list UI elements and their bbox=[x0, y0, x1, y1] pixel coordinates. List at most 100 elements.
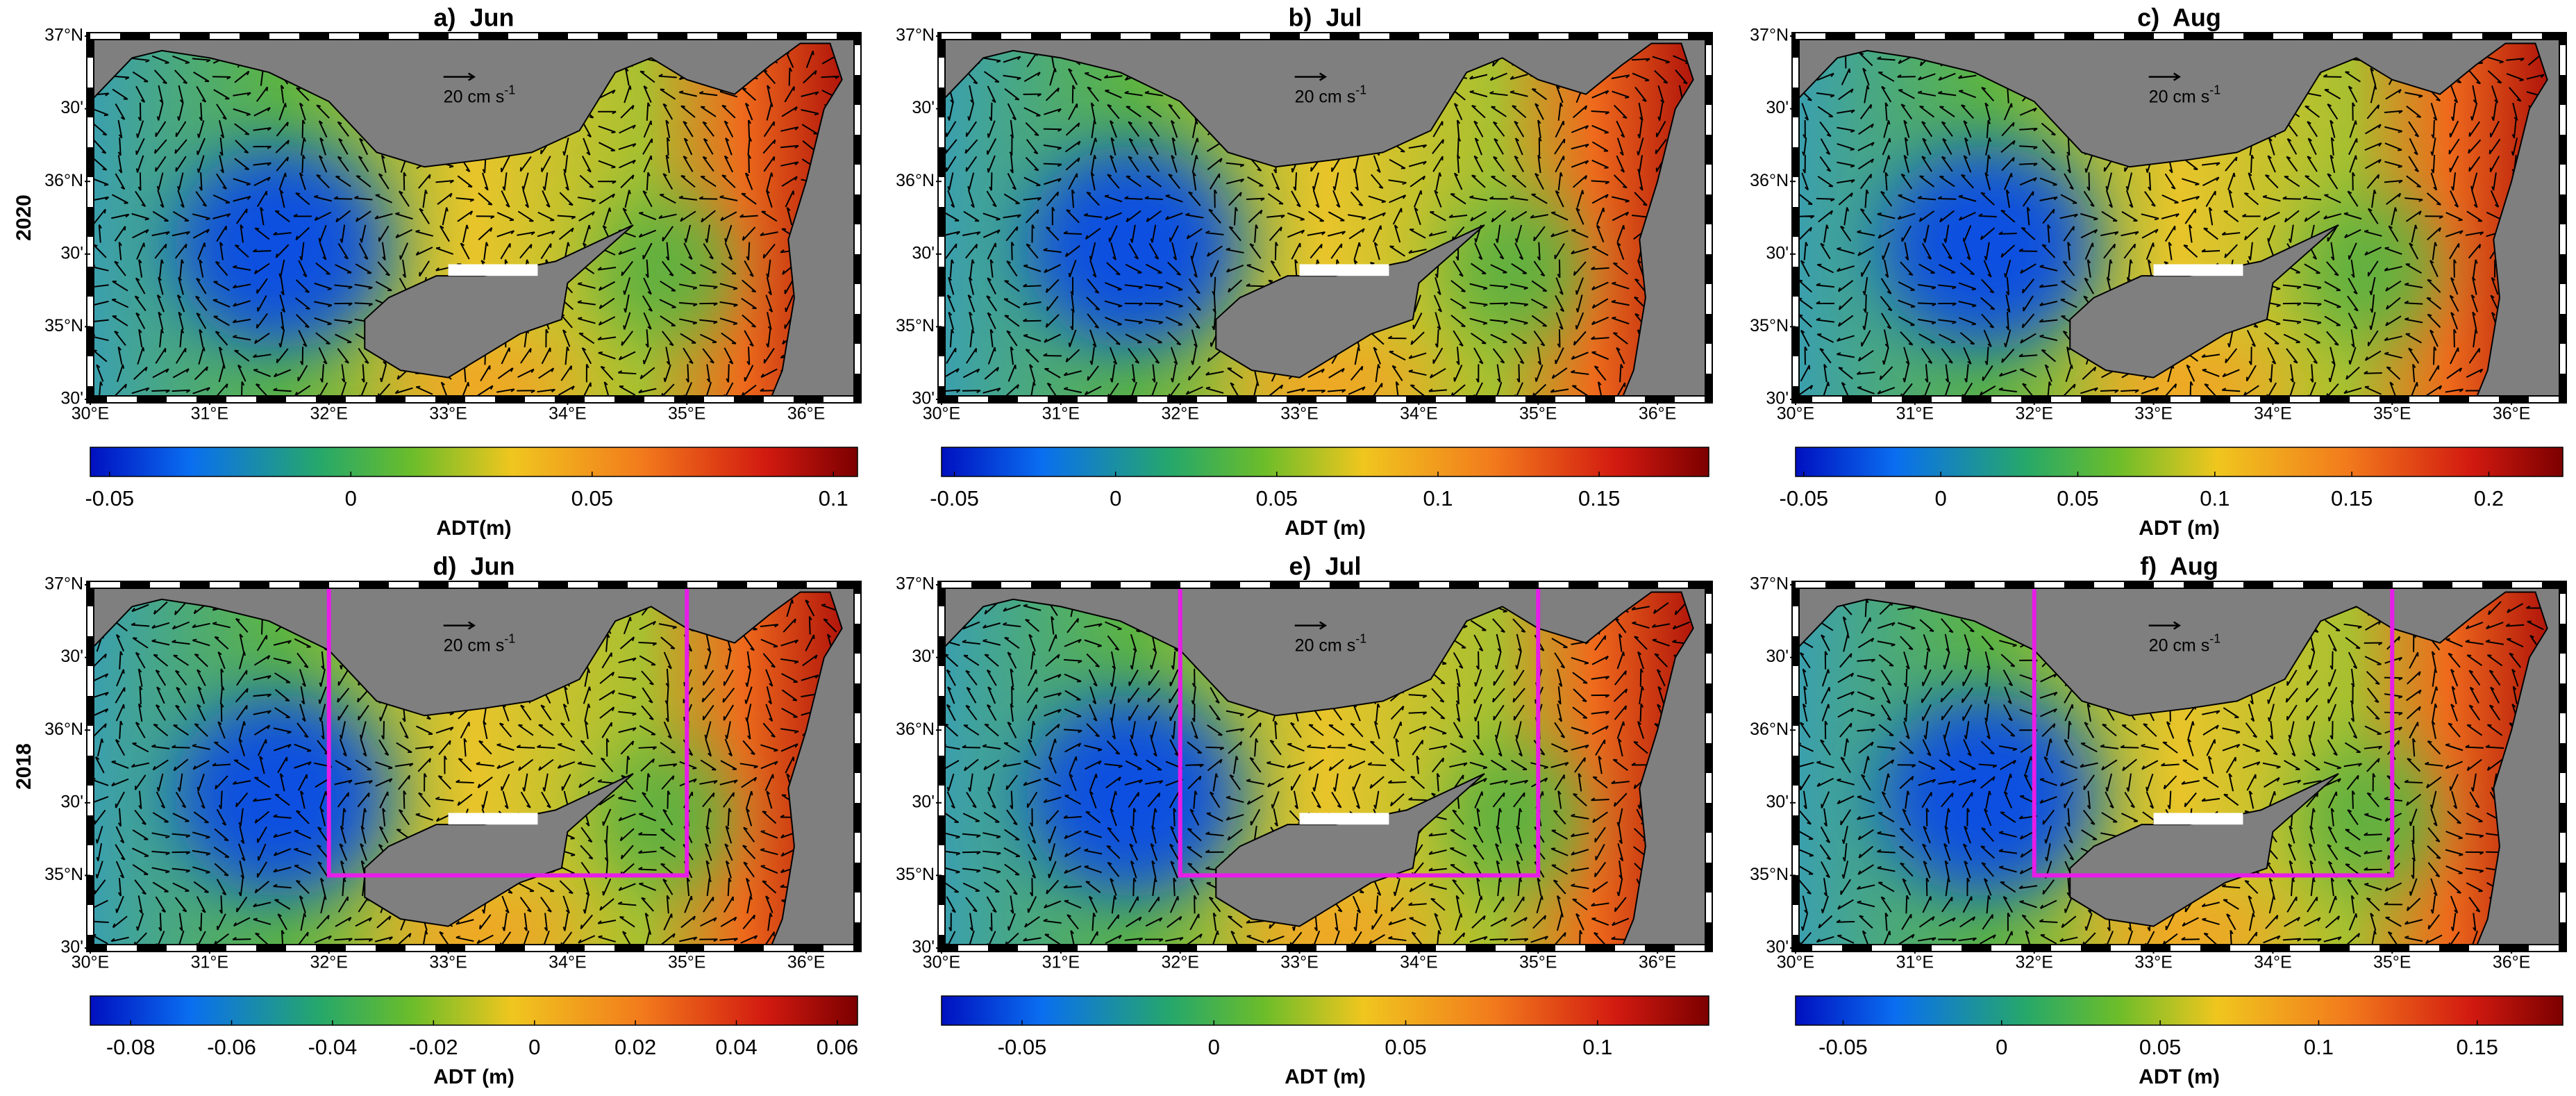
map-panel: b) Jul 20 cm s-1 30°E 31°E 32°E 33°E 34°E 35°E 3… bbox=[896, 3, 1713, 540]
colorbar-tick-label: 0 bbox=[1208, 1035, 1220, 1059]
x-tick-label: 32°E bbox=[2015, 404, 2052, 424]
colorbar bbox=[941, 447, 1709, 477]
colorbar-tick-label: 0.15 bbox=[1578, 486, 1620, 510]
y-tick-label: 37°N bbox=[896, 26, 935, 45]
eddy bbox=[1445, 745, 1584, 890]
colorbar-tick-label: 0.1 bbox=[819, 486, 848, 510]
colorbar bbox=[90, 447, 858, 477]
y-tick-label: 30' bbox=[1766, 389, 1789, 408]
x-tick-label: 33°E bbox=[2134, 404, 2172, 424]
colorbar-tick-label: 0.05 bbox=[2139, 1035, 2181, 1059]
x-tick-label: 30°E bbox=[72, 404, 109, 424]
frame-dash bbox=[1793, 33, 2566, 402]
colorbar-tick-label: 0 bbox=[345, 486, 357, 510]
panel-title: b) Jul bbox=[1289, 3, 1362, 32]
panel-title: c) Aug bbox=[2137, 3, 2221, 32]
colorbar-label: ADT (m) bbox=[2139, 1065, 2220, 1088]
x-tick-label: 36°E bbox=[1639, 953, 1676, 972]
x-tick-label: 31°E bbox=[1896, 404, 1934, 424]
scale-label: 20 cm s-1 bbox=[1295, 83, 1367, 106]
x-tick-label: 33°E bbox=[429, 953, 467, 972]
scale-arrow bbox=[443, 72, 476, 81]
coastline bbox=[90, 591, 843, 949]
x-tick-label: 30°E bbox=[1777, 404, 1814, 424]
colorbar-tick-label: 0.2 bbox=[2474, 486, 2504, 510]
y-tick-label: 30' bbox=[912, 792, 935, 811]
x-tick-label: 34°E bbox=[2254, 404, 2291, 424]
frame-dash bbox=[87, 582, 860, 951]
x-tick-label: 35°E bbox=[1519, 404, 1557, 424]
x-tick-label: 31°E bbox=[1896, 953, 1934, 972]
scale-arrow bbox=[1294, 72, 1328, 81]
x-tick-label: 35°E bbox=[668, 953, 705, 972]
strip bbox=[448, 813, 538, 825]
x-tick-label: 32°E bbox=[1161, 404, 1198, 424]
scale-text: 20 cm s bbox=[444, 87, 505, 106]
cyprus bbox=[2069, 773, 2339, 927]
colorbar-label: ADT (m) bbox=[2139, 517, 2220, 540]
eddy bbox=[594, 745, 733, 890]
y-tick-label: 30' bbox=[60, 647, 83, 666]
scale-text: 20 cm s bbox=[1295, 87, 1356, 106]
x-tick-label: 30°E bbox=[1777, 953, 1814, 972]
cyprus bbox=[1215, 224, 1485, 379]
coastline bbox=[941, 591, 1694, 949]
x-tick-label: 31°E bbox=[1042, 953, 1080, 972]
y-tick-label: 36°N bbox=[44, 171, 83, 190]
colorbar-label: ADT(m) bbox=[436, 517, 511, 540]
map-panel: c) Aug 20 cm s-1 30°E 31°E 32°E 33°E 34°E 35°E 3… bbox=[1750, 3, 2567, 540]
y-tick-label: 30' bbox=[1766, 647, 1789, 666]
colorbar-label: ADT (m) bbox=[1285, 517, 1366, 540]
scale-text: 20 cm s bbox=[2149, 636, 2210, 655]
y-tick-label: 36°N bbox=[896, 171, 935, 190]
x-tick-label: 34°E bbox=[549, 953, 586, 972]
x-tick-label: 31°E bbox=[1042, 404, 1080, 424]
map-panel: a) Jun 20 cm s-1 30°E 31°E 32°E 33°E 34°E 35°E 3… bbox=[44, 3, 862, 540]
panel-title: d) Jun bbox=[433, 552, 515, 581]
colorbar-tick-label: 0.04 bbox=[715, 1035, 757, 1059]
colorbar bbox=[90, 995, 858, 1026]
eddy bbox=[1445, 196, 1584, 342]
colorbar-tick-label: 0 bbox=[1935, 486, 1947, 510]
y-tick-label: 36°N bbox=[44, 720, 83, 739]
colorbar-label: ADT (m) bbox=[433, 1065, 515, 1088]
y-tick-label: 35°N bbox=[896, 865, 935, 884]
frame-dash bbox=[87, 33, 860, 402]
colorbar-tick-label: -0.05 bbox=[930, 486, 979, 510]
y-tick-label: 35°N bbox=[896, 316, 935, 335]
x-tick-label: 31°E bbox=[191, 953, 228, 972]
colorbar-tick-label: 0.1 bbox=[1423, 486, 1453, 510]
coastline bbox=[1795, 42, 2548, 400]
frame-dash bbox=[1793, 582, 2566, 951]
scale-exponent: -1 bbox=[2209, 83, 2220, 97]
scale-exponent: -1 bbox=[1355, 631, 1366, 645]
x-tick-label: 33°E bbox=[2134, 953, 2172, 972]
y-tick-label: 35°N bbox=[1750, 316, 1789, 335]
colorbar-tick-label: 0 bbox=[1110, 486, 1121, 510]
colorbar-tick-label: -0.05 bbox=[85, 486, 134, 510]
colorbar-tick-label: 0.05 bbox=[1385, 1035, 1426, 1059]
strip bbox=[2153, 813, 2243, 825]
x-tick-label: 35°E bbox=[668, 404, 705, 424]
cyprus bbox=[364, 224, 634, 379]
x-tick-label: 32°E bbox=[1161, 953, 1198, 972]
x-tick-label: 30°E bbox=[923, 404, 960, 424]
x-tick-label: 32°E bbox=[2015, 953, 2052, 972]
y-tick-label: 30' bbox=[912, 243, 935, 263]
y-tick-label: 35°N bbox=[1750, 865, 1789, 884]
x-tick-label: 32°E bbox=[310, 953, 347, 972]
x-tick-label: 31°E bbox=[191, 404, 228, 424]
colorbar-tick-label: -0.02 bbox=[409, 1035, 458, 1059]
panel-title: a) Jun bbox=[433, 3, 514, 32]
eddy bbox=[594, 196, 733, 342]
y-tick-label: 30' bbox=[912, 938, 935, 957]
colorbar-tick-label: 0 bbox=[1996, 1035, 2007, 1059]
x-tick-label: 34°E bbox=[1400, 404, 1437, 424]
x-tick-label: 33°E bbox=[429, 404, 467, 424]
scale-exponent: -1 bbox=[504, 631, 515, 645]
y-tick-label: 30' bbox=[1766, 938, 1789, 957]
y-tick-label: 36°N bbox=[1750, 171, 1789, 190]
scale-text: 20 cm s bbox=[444, 636, 505, 655]
eddy bbox=[174, 693, 389, 897]
scale-arrow bbox=[1294, 621, 1328, 630]
